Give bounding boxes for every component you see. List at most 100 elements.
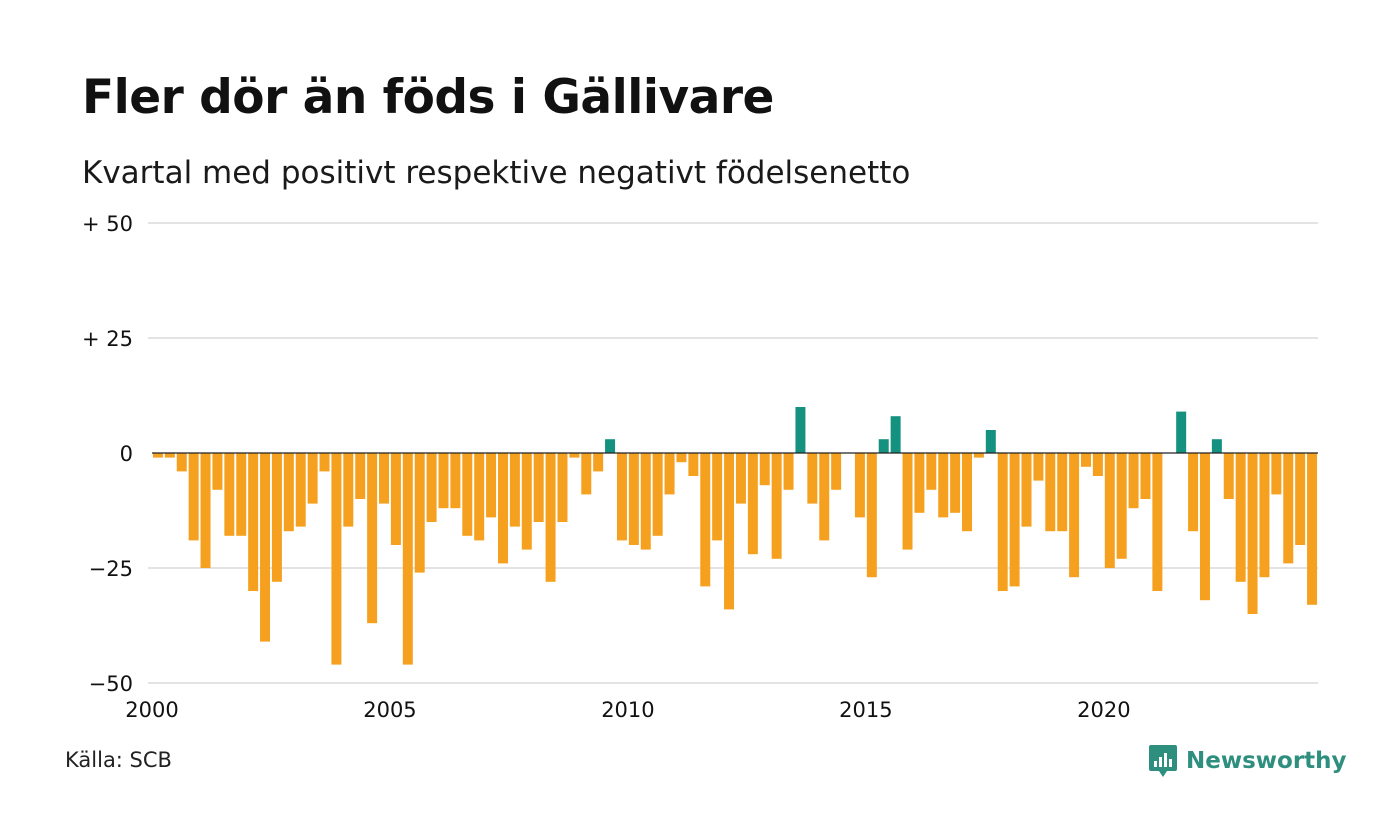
bar [1045, 453, 1056, 532]
x-tick-label: 2000 [125, 698, 178, 722]
brand-logo: Newsworthy [1148, 744, 1347, 778]
bar [783, 453, 794, 490]
bar [1140, 453, 1151, 499]
chart-subtitle: Kvartal med positivt respektive negativt… [82, 155, 911, 191]
bar [902, 453, 913, 550]
bar [1307, 453, 1318, 605]
bar [1271, 453, 1282, 495]
bar [854, 453, 865, 518]
bar [557, 453, 568, 522]
bar [474, 453, 485, 541]
y-tick-label: −25 [89, 557, 133, 581]
newsworthy-logo-icon [1149, 745, 1177, 777]
y-tick-label: + 25 [82, 327, 133, 351]
bar [188, 453, 199, 541]
bar [700, 453, 711, 587]
y-tick-label: 0 [120, 442, 133, 466]
bar [628, 453, 639, 545]
bar [224, 453, 235, 536]
bar [962, 453, 972, 532]
bar [1235, 453, 1246, 582]
bar [402, 453, 413, 665]
bar [236, 453, 247, 536]
bar [426, 453, 437, 522]
bar [1128, 453, 1139, 509]
bar [438, 453, 449, 509]
bar [759, 453, 770, 486]
bar [985, 430, 996, 453]
bar [997, 453, 1008, 591]
bar [914, 453, 925, 513]
bar [890, 416, 901, 453]
bar [1080, 453, 1091, 467]
bar [664, 453, 675, 495]
bar [545, 453, 556, 582]
bar [605, 439, 616, 453]
bars [152, 407, 1318, 665]
bar [688, 453, 699, 476]
bar [640, 453, 651, 550]
bar [367, 453, 378, 624]
bar [1259, 453, 1270, 578]
bar [509, 453, 520, 527]
bar [1021, 453, 1032, 527]
bar [343, 453, 354, 527]
bar [1199, 453, 1210, 601]
bar [712, 453, 723, 541]
bar [164, 453, 175, 458]
bar [307, 453, 318, 504]
bar [200, 453, 211, 568]
bar [581, 453, 592, 495]
bar [1057, 453, 1068, 532]
brand-name: Newsworthy [1186, 748, 1347, 774]
bar [212, 453, 223, 490]
x-tick-label: 2005 [363, 698, 416, 722]
bar [486, 453, 497, 518]
bar [260, 453, 271, 642]
bar [593, 453, 604, 472]
chart-title: Fler dör än föds i Gällivare [82, 70, 774, 125]
bar [950, 453, 961, 513]
bar [795, 407, 806, 453]
bar [450, 453, 461, 509]
bar [938, 453, 949, 518]
x-tick-label: 2015 [839, 698, 892, 722]
bar [676, 453, 687, 463]
y-tick-label: + 50 [82, 212, 133, 236]
bar [355, 453, 366, 499]
bar [1247, 453, 1258, 614]
bar [569, 453, 580, 458]
y-tick-label: −50 [89, 672, 133, 696]
x-tick-label: 2020 [1077, 698, 1130, 722]
x-tick-label: 2010 [601, 698, 654, 722]
bar [1152, 453, 1163, 591]
bar [1009, 453, 1020, 587]
bar [462, 453, 473, 536]
bar [533, 453, 544, 522]
bar [248, 453, 259, 591]
bar [724, 453, 735, 610]
bar [331, 453, 342, 665]
bar [295, 453, 306, 527]
bar [283, 453, 294, 532]
bar [271, 453, 282, 582]
bar [878, 439, 889, 453]
bar [807, 453, 818, 504]
bar [176, 453, 187, 472]
bar [652, 453, 663, 536]
bar [1176, 411, 1187, 453]
x-axis-labels: 2000 2005 2010 2015 2020 [125, 698, 1130, 722]
bar [735, 453, 746, 504]
bar [379, 453, 389, 504]
bar [747, 453, 758, 555]
bar [1211, 439, 1222, 453]
bar [1223, 453, 1234, 499]
bar [1033, 453, 1044, 481]
bar [1295, 453, 1306, 545]
bar [1104, 453, 1115, 568]
bar [1092, 453, 1103, 476]
bar [414, 453, 425, 573]
bar [1069, 453, 1080, 578]
source-note: Källa: SCB [65, 748, 172, 772]
